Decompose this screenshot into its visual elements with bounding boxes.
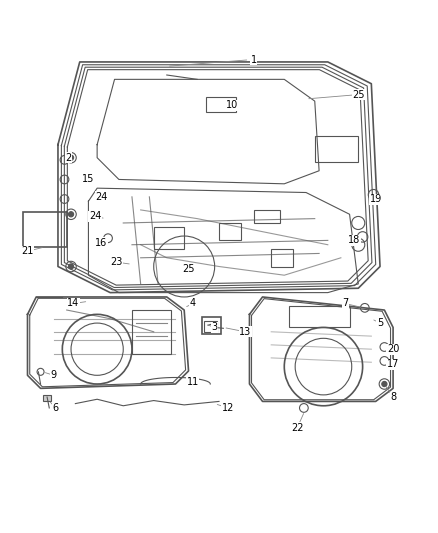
Text: 4: 4 [190, 298, 196, 309]
Text: 3: 3 [212, 322, 218, 333]
Bar [43, 395, 50, 401]
Text: 13: 13 [239, 327, 251, 337]
Bar [289, 305, 350, 327]
Text: 6: 6 [53, 403, 59, 413]
Bar [154, 228, 184, 249]
Text: 24: 24 [95, 192, 108, 202]
Text: 25: 25 [352, 90, 364, 100]
Text: 2: 2 [66, 152, 72, 163]
Bar [271, 249, 293, 266]
Text: 24: 24 [89, 212, 101, 221]
Text: 17: 17 [387, 359, 399, 369]
Bar [315, 136, 358, 162]
Text: 9: 9 [50, 370, 57, 381]
Text: 25: 25 [182, 264, 195, 273]
Text: 5: 5 [377, 318, 383, 328]
Bar [201, 317, 221, 334]
Text: 20: 20 [387, 344, 399, 354]
Circle shape [68, 212, 74, 217]
Text: 21: 21 [21, 246, 34, 256]
Bar [254, 210, 280, 223]
Circle shape [382, 382, 387, 386]
Circle shape [68, 264, 74, 269]
Text: 1: 1 [251, 55, 257, 65]
Text: 19: 19 [370, 194, 382, 204]
Text: 15: 15 [82, 174, 95, 184]
Text: 23: 23 [110, 257, 123, 267]
Bar [132, 310, 171, 353]
Bar [204, 321, 217, 332]
Circle shape [68, 155, 74, 160]
Text: 12: 12 [222, 403, 234, 413]
Text: 11: 11 [187, 377, 199, 387]
Text: 16: 16 [95, 238, 108, 247]
Bar [23, 212, 67, 247]
Bar [219, 223, 241, 240]
Text: 14: 14 [67, 298, 79, 309]
Text: 7: 7 [342, 298, 348, 309]
Text: 10: 10 [226, 100, 238, 110]
Bar [206, 97, 237, 112]
Text: 18: 18 [348, 236, 360, 245]
Text: 8: 8 [390, 392, 396, 402]
Text: 22: 22 [291, 423, 304, 433]
